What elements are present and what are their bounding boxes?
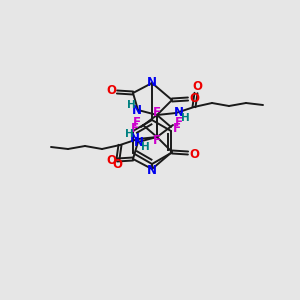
Text: H: H	[124, 129, 134, 139]
Text: O: O	[189, 148, 199, 160]
Text: F: F	[175, 116, 183, 130]
Text: N: N	[174, 106, 184, 119]
Text: N: N	[132, 103, 142, 116]
Text: H: H	[181, 113, 189, 123]
Text: F: F	[131, 122, 139, 136]
Text: N: N	[147, 164, 157, 176]
Text: N: N	[147, 76, 157, 88]
Text: N: N	[134, 136, 144, 148]
Text: F: F	[153, 106, 161, 118]
Text: O: O	[112, 158, 122, 172]
Text: H: H	[141, 142, 149, 152]
Text: O: O	[189, 92, 199, 104]
Text: O: O	[192, 80, 202, 94]
Text: F: F	[133, 116, 141, 130]
Text: N: N	[130, 133, 140, 146]
Text: F: F	[153, 134, 161, 146]
Text: H: H	[127, 100, 135, 110]
Text: F: F	[173, 122, 181, 136]
Text: O: O	[106, 85, 116, 98]
Text: O: O	[106, 154, 116, 167]
